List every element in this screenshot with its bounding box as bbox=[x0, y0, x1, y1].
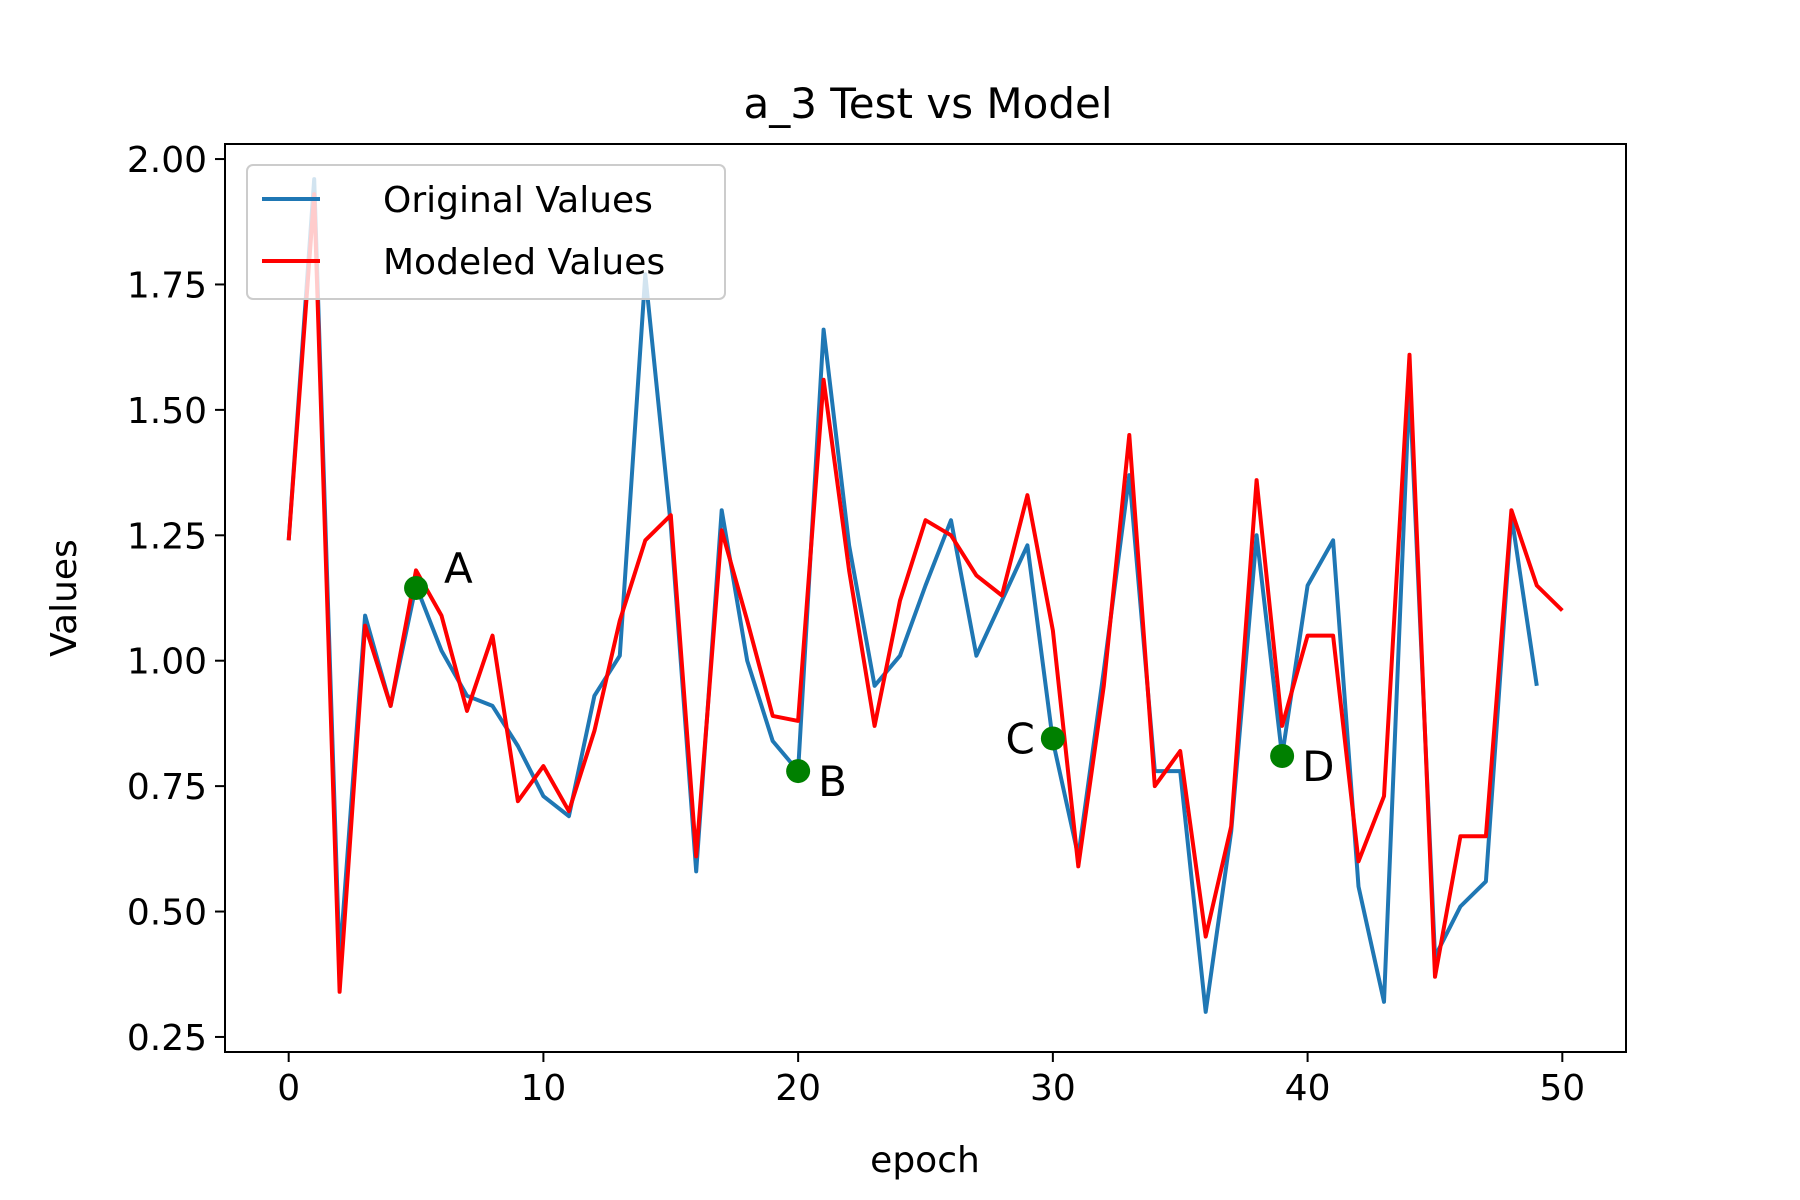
annotation-point-c bbox=[1040, 726, 1065, 751]
plot-area: 0 10 20 30 40 50 0.25 0.50 0.75 1.00 1.25 1.50 1.75… bbox=[127, 140, 1627, 1109]
legend: Original Values Modeled Values bbox=[246, 164, 726, 300]
legend-label: Modeled Values bbox=[383, 242, 665, 283]
y-tick-label: 0.25 bbox=[127, 1018, 207, 1059]
y-tick-label: 0.75 bbox=[127, 767, 207, 808]
annotation-point-d bbox=[1270, 744, 1295, 769]
annotations: A B C D bbox=[404, 544, 1334, 806]
annotation-label: C bbox=[1006, 714, 1035, 763]
x-tick-label: 20 bbox=[775, 1068, 821, 1109]
series-line-modeled-values bbox=[286, 192, 1564, 994]
chart-title: a_3 Test vs Model bbox=[743, 79, 1112, 128]
y-tick-label: 1.00 bbox=[127, 642, 207, 683]
axes-frame bbox=[224, 143, 1627, 1053]
annotation-point-a bbox=[404, 575, 429, 600]
annotation-label: B bbox=[818, 757, 847, 806]
y-tick-label: 1.50 bbox=[127, 391, 207, 432]
annotation-point-b bbox=[786, 759, 811, 784]
x-tick-label: 0 bbox=[277, 1068, 300, 1109]
series-line-original-values bbox=[286, 177, 1539, 1014]
x-tick-label: 30 bbox=[1030, 1068, 1076, 1109]
y-axis: 0.25 0.50 0.75 1.00 1.25 1.50 1.75 2.00 bbox=[127, 140, 225, 1059]
annotation-label: D bbox=[1302, 742, 1334, 791]
y-axis-label: Values bbox=[44, 539, 85, 657]
y-tick-label: 1.25 bbox=[127, 516, 207, 557]
x-tick-label: 40 bbox=[1285, 1068, 1331, 1109]
legend-label: Original Values bbox=[383, 180, 653, 221]
x-axis: 0 10 20 30 40 50 bbox=[277, 1052, 1585, 1109]
x-axis-label: epoch bbox=[870, 1140, 980, 1181]
x-tick-label: 50 bbox=[1539, 1068, 1585, 1109]
y-tick-label: 2.00 bbox=[127, 140, 207, 181]
annotation-label: A bbox=[444, 544, 473, 593]
y-tick-label: 1.75 bbox=[127, 265, 207, 306]
y-tick-label: 0.50 bbox=[127, 893, 207, 934]
legend-box bbox=[246, 164, 726, 300]
series-lines bbox=[286, 177, 1564, 1014]
x-tick-label: 10 bbox=[521, 1068, 567, 1109]
